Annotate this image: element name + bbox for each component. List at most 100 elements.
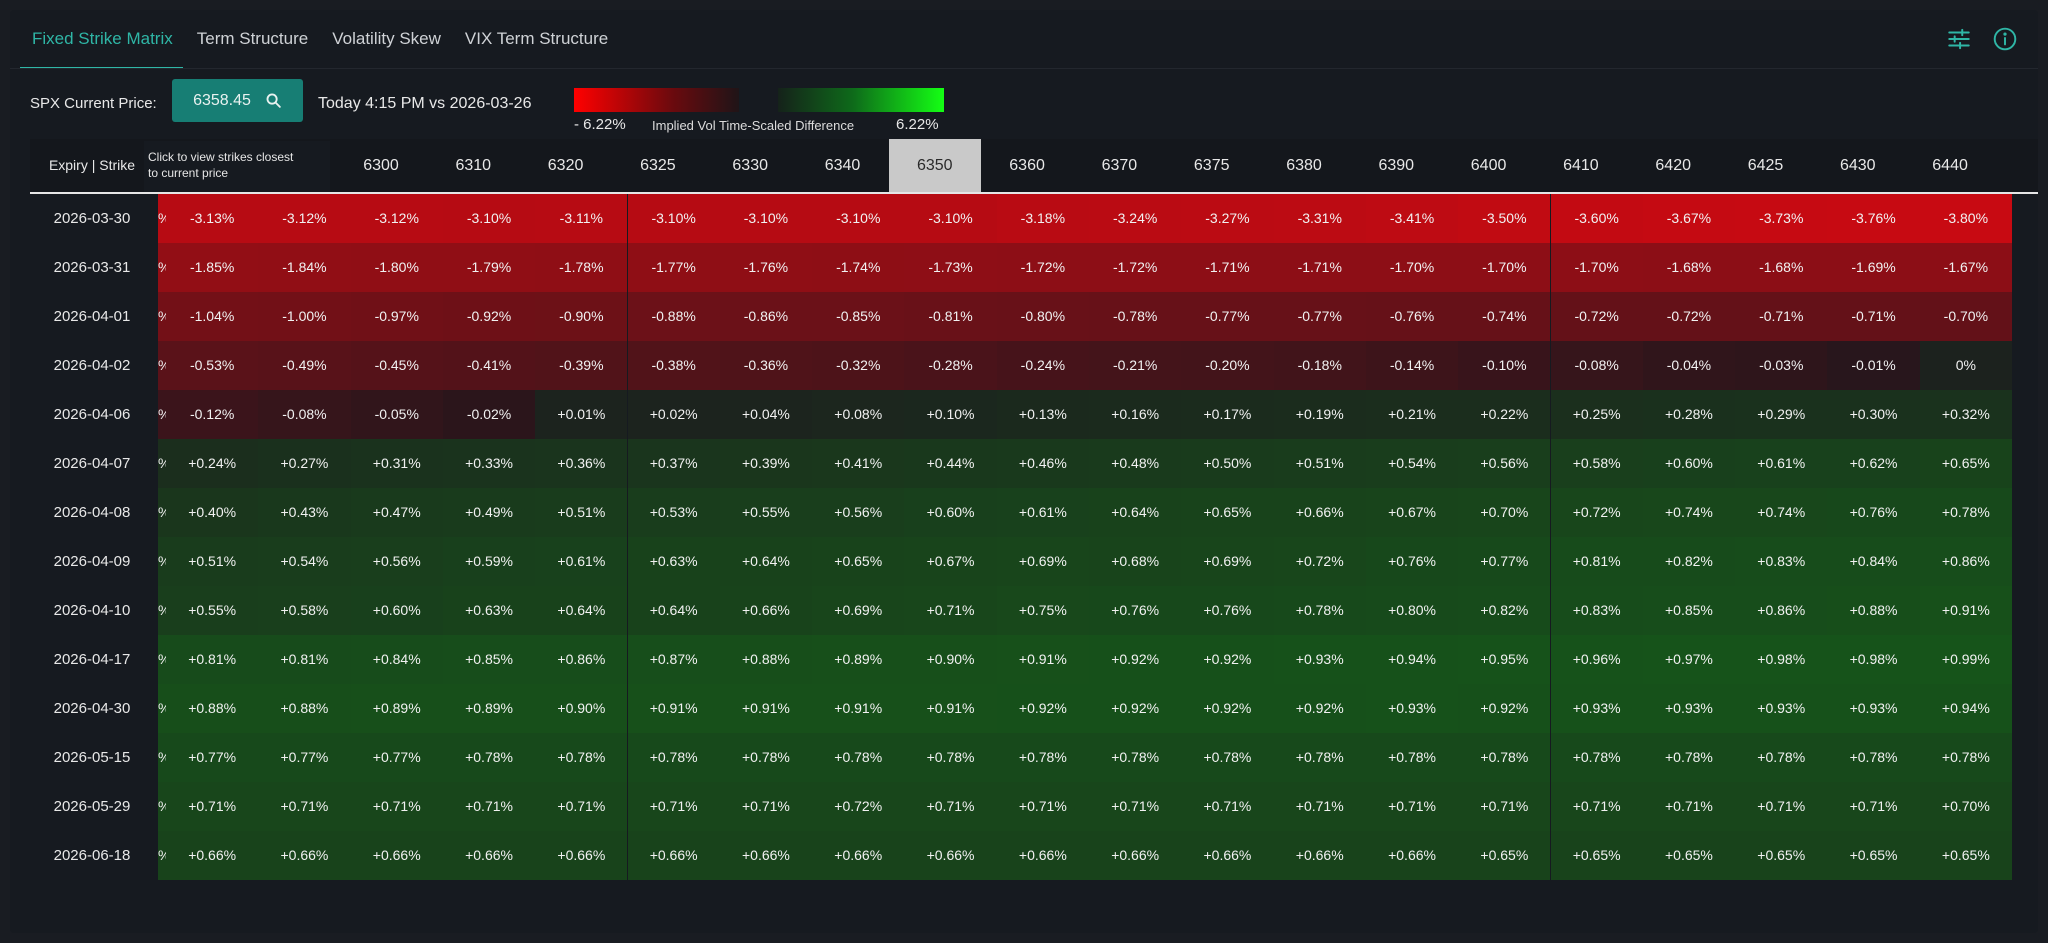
matrix-cell[interactable]: +0.58% [1550,439,1643,488]
matrix-cell[interactable]: +0.71% [1642,782,1736,831]
matrix-cell[interactable]: % [158,537,170,586]
matrix-cell[interactable]: +0.41% [812,439,905,488]
matrix-cell[interactable]: +0.78% [1919,488,2012,537]
matrix-cell[interactable]: +0.25% [1550,390,1643,439]
matrix-cell[interactable]: +0.93% [1642,684,1736,733]
matrix-cell[interactable]: -3.12% [258,194,351,243]
matrix-cell[interactable]: -3.60% [1550,194,1643,243]
matrix-cell[interactable]: +0.69% [812,586,905,635]
matrix-cell[interactable]: -0.71% [1735,292,1828,341]
matrix-cell[interactable]: -3.50% [1458,194,1551,243]
matrix-cell[interactable]: +0.78% [1089,733,1182,782]
matrix-cell[interactable]: +0.51% [535,488,628,537]
matrix-cell[interactable]: -0.86% [719,292,813,341]
matrix-cell[interactable]: +0.01% [535,390,628,439]
matrix-cell[interactable]: +0.78% [1919,733,2012,782]
matrix-cell[interactable]: -0.77% [1273,292,1366,341]
matrix-cell[interactable]: -3.67% [1642,194,1736,243]
matrix-cell[interactable]: +0.71% [350,782,443,831]
matrix-cell[interactable]: -0.36% [719,341,813,390]
matrix-cell[interactable]: -1.69% [1827,243,1920,292]
matrix-cell[interactable]: -0.53% [166,341,259,390]
matrix-cell[interactable]: -0.45% [350,341,443,390]
matrix-cell[interactable]: +0.69% [1181,537,1274,586]
matrix-cell[interactable]: % [158,194,170,243]
matrix-cell[interactable]: +0.71% [904,782,997,831]
matrix-cell[interactable]: +0.84% [1827,537,1920,586]
matrix-cell[interactable]: -1.79% [442,243,536,292]
matrix-cell[interactable]: -3.18% [996,194,1089,243]
strike-header-6330[interactable]: 6330 [732,157,768,174]
matrix-cell[interactable]: +0.30% [1827,390,1920,439]
tab-volatility-skew[interactable]: Volatility Skew [332,29,441,48]
matrix-cell[interactable]: +0.78% [535,733,628,782]
matrix-cell[interactable]: +0.93% [1550,684,1643,733]
matrix-cell[interactable]: +0.65% [1181,488,1274,537]
matrix-cell[interactable]: -3.11% [535,194,628,243]
matrix-cell[interactable]: +0.77% [166,733,259,782]
matrix-cell[interactable]: +0.74% [1735,488,1828,537]
matrix-cell[interactable]: +0.69% [996,537,1089,586]
strike-header-6380[interactable]: 6380 [1286,157,1322,174]
matrix-cell[interactable]: +0.71% [627,782,720,831]
matrix-cell[interactable]: -0.08% [1550,341,1643,390]
matrix-cell[interactable]: +0.60% [350,586,443,635]
matrix-cell[interactable]: +0.27% [258,439,351,488]
matrix-cell[interactable]: +0.74% [1642,488,1736,537]
matrix-cell[interactable]: +0.71% [1458,782,1551,831]
info-icon[interactable] [1992,26,2018,52]
matrix-cell[interactable]: +0.65% [1458,831,1551,880]
matrix-cell[interactable]: +0.55% [719,488,813,537]
matrix-cell[interactable]: -1.72% [1089,243,1182,292]
matrix-cell[interactable]: -1.68% [1642,243,1736,292]
matrix-cell[interactable]: +0.77% [258,733,351,782]
matrix-cell[interactable]: +0.64% [1089,488,1182,537]
matrix-cell[interactable]: 0% [1919,341,2012,390]
matrix-cell[interactable]: +0.65% [1827,831,1920,880]
matrix-cell[interactable]: -0.76% [1365,292,1459,341]
matrix-cell[interactable]: +0.66% [719,586,813,635]
matrix-cell[interactable]: -0.32% [812,341,905,390]
matrix-cell[interactable]: +0.95% [1458,635,1551,684]
matrix-cell[interactable]: +0.88% [1827,586,1920,635]
matrix-cell[interactable]: +0.91% [996,635,1089,684]
matrix-cell[interactable]: +0.78% [904,733,997,782]
matrix-cell[interactable]: +0.94% [1365,635,1459,684]
matrix-cell[interactable]: +0.81% [258,635,351,684]
matrix-cell[interactable]: +0.77% [1458,537,1551,586]
matrix-cell[interactable]: +0.78% [1827,733,1920,782]
matrix-cell[interactable]: +0.71% [904,586,997,635]
matrix-cell[interactable]: -0.85% [812,292,905,341]
matrix-cell[interactable]: % [158,782,170,831]
matrix-cell[interactable]: +0.70% [1919,782,2012,831]
matrix-cell[interactable]: +0.64% [535,586,628,635]
matrix-cell[interactable]: -1.00% [258,292,351,341]
matrix-cell[interactable]: +0.82% [1642,537,1736,586]
matrix-cell[interactable]: -3.10% [904,194,997,243]
matrix-cell[interactable]: -0.49% [258,341,351,390]
matrix-cell[interactable]: +0.76% [1827,488,1920,537]
strike-header-6390[interactable]: 6390 [1378,157,1415,174]
matrix-cell[interactable]: -0.28% [904,341,997,390]
matrix-cell[interactable]: +0.66% [1089,831,1182,880]
matrix-cell[interactable]: +0.78% [812,733,905,782]
strike-header-6425[interactable]: 6425 [1747,157,1784,174]
matrix-cell[interactable]: +0.66% [1273,488,1366,537]
matrix-cell[interactable]: +0.93% [1827,684,1920,733]
matrix-cell[interactable]: -3.76% [1827,194,1920,243]
matrix-cell[interactable]: +0.71% [719,782,813,831]
matrix-cell[interactable]: +0.17% [1181,390,1274,439]
strike-header-6370[interactable]: 6370 [1101,157,1138,174]
strike-header-6375[interactable]: 6375 [1193,157,1230,174]
matrix-cell[interactable]: +0.91% [904,684,997,733]
matrix-cell[interactable]: +0.66% [258,831,351,880]
strike-header-6410[interactable]: 6410 [1563,157,1599,174]
matrix-cell[interactable]: +0.72% [812,782,905,831]
matrix-cell[interactable]: +0.81% [1550,537,1643,586]
matrix-cell[interactable]: +0.31% [350,439,443,488]
matrix-cell[interactable]: -0.72% [1550,292,1643,341]
matrix-cell[interactable]: +0.86% [1919,537,2012,586]
matrix-cell[interactable]: +0.93% [1273,635,1366,684]
matrix-cell[interactable]: +0.82% [1458,586,1551,635]
matrix-cell[interactable]: +0.54% [1365,439,1459,488]
